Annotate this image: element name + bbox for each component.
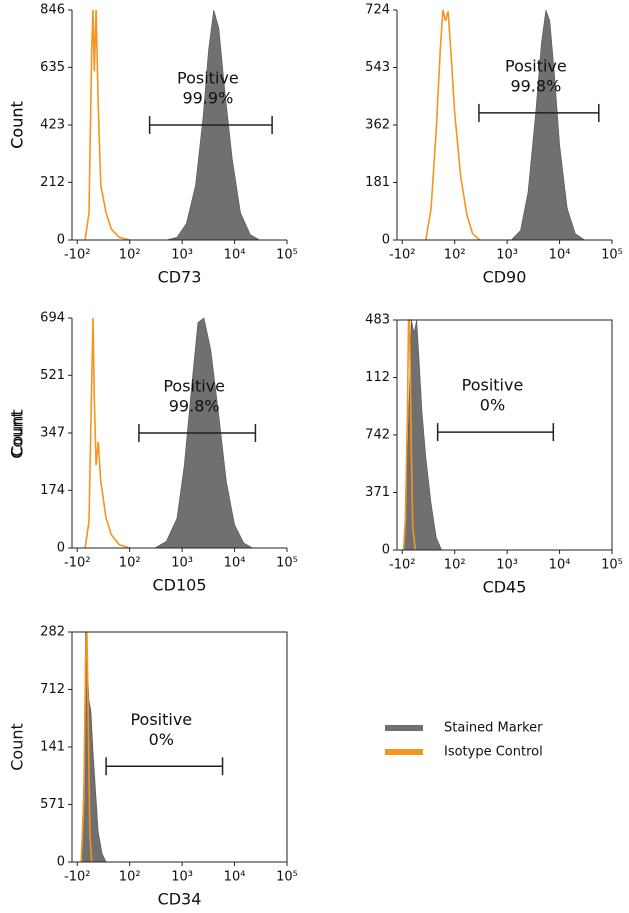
legend-swatch <box>385 749 423 755</box>
y-tick-label: 521 <box>40 368 65 383</box>
x-tick-label: 10⁴ <box>224 556 246 571</box>
x-tick-label: 10⁵ <box>601 558 623 573</box>
legend-label: Isotype Control <box>444 745 543 760</box>
x-tick-label: 10² <box>119 248 141 263</box>
y-tick-label: 362 <box>365 118 390 133</box>
y-axis-label: Count <box>8 409 27 457</box>
y-tick-label: 724 <box>365 3 390 18</box>
x-tick-label: 10³ <box>171 556 193 571</box>
y-tick-label: 483 <box>365 313 390 328</box>
x-axis-label: CD73 <box>158 268 202 287</box>
x-axis-label: CD34 <box>158 890 202 909</box>
legend-label: Stained Marker <box>444 721 543 736</box>
x-tick-label: 10² <box>444 558 466 573</box>
x-tick-label: 10² <box>119 556 141 571</box>
x-tick-label: 10⁴ <box>224 870 246 885</box>
histogram-line <box>425 9 481 241</box>
x-tick-label: 10³ <box>496 558 518 573</box>
annotation: 99.8% <box>169 397 220 416</box>
y-tick-label: 0 <box>382 543 390 558</box>
histogram-line <box>84 9 130 241</box>
x-tick-label: 10³ <box>171 248 193 263</box>
y-tick-label: 0 <box>382 233 390 248</box>
histogram-area <box>510 9 586 241</box>
x-tick-label: 10³ <box>171 870 193 885</box>
annotation: 0% <box>149 730 174 749</box>
annotation: 0% <box>480 396 505 415</box>
y-tick-label: 694 <box>40 311 65 326</box>
legend-swatch <box>385 725 423 731</box>
annotation: Positive <box>462 376 524 395</box>
histogram-area <box>403 319 443 551</box>
y-tick-label: 0 <box>57 233 65 248</box>
y-tick-label: 423 <box>40 118 65 133</box>
annotation: Positive <box>163 377 225 396</box>
y-tick-label: 635 <box>40 60 65 75</box>
y-tick-label: 0 <box>57 541 65 556</box>
x-tick-label: -10² <box>389 248 415 263</box>
y-axis-label: Count <box>8 101 27 149</box>
x-axis-label: CD90 <box>483 268 527 287</box>
x-tick-label: 10⁴ <box>549 248 571 263</box>
x-tick-label: -10² <box>64 870 90 885</box>
y-tick-label: 846 <box>40 3 65 18</box>
x-tick-label: 10⁵ <box>276 556 298 571</box>
y-tick-label: 141 <box>40 740 65 755</box>
y-tick-label: 0 <box>57 855 65 870</box>
x-tick-label: 10³ <box>496 248 518 263</box>
y-tick-label: 543 <box>365 60 390 75</box>
x-axis-label: CD105 <box>152 576 206 595</box>
annotation: Positive <box>505 56 567 75</box>
y-tick-label: 174 <box>40 483 65 498</box>
x-tick-label: 10² <box>444 248 466 263</box>
plot-frame <box>71 631 288 863</box>
y-tick-label: 181 <box>365 175 390 190</box>
y-axis-label: Count <box>8 411 27 459</box>
x-tick-label: -10² <box>64 556 90 571</box>
x-tick-label: 10² <box>119 870 141 885</box>
y-tick-label: 571 <box>40 797 65 812</box>
x-tick-label: -10² <box>389 558 415 573</box>
y-tick-label: 282 <box>40 625 65 640</box>
x-tick-label: 10⁴ <box>224 248 246 263</box>
x-tick-label: 10⁵ <box>276 248 298 263</box>
y-axis-label: Count <box>8 723 27 771</box>
x-tick-label: 10⁴ <box>549 558 571 573</box>
y-axis-label: Count <box>8 101 27 149</box>
annotation: Positive <box>177 69 239 88</box>
x-axis-label: CD45 <box>483 578 527 597</box>
histogram-line <box>84 317 130 549</box>
y-tick-label: 712 <box>40 682 65 697</box>
y-tick-label: 371 <box>365 485 390 500</box>
x-tick-label: 10⁵ <box>601 248 623 263</box>
y-tick-label: 742 <box>365 427 390 442</box>
y-tick-label: 347 <box>40 426 65 441</box>
annotation: Positive <box>130 710 192 729</box>
annotation: 99.8% <box>510 76 561 95</box>
annotation: 99.9% <box>182 89 233 108</box>
x-tick-label: 10⁵ <box>276 870 298 885</box>
y-tick-label: 112 <box>365 370 390 385</box>
x-tick-label: -10² <box>64 248 90 263</box>
y-tick-label: 212 <box>40 175 65 190</box>
